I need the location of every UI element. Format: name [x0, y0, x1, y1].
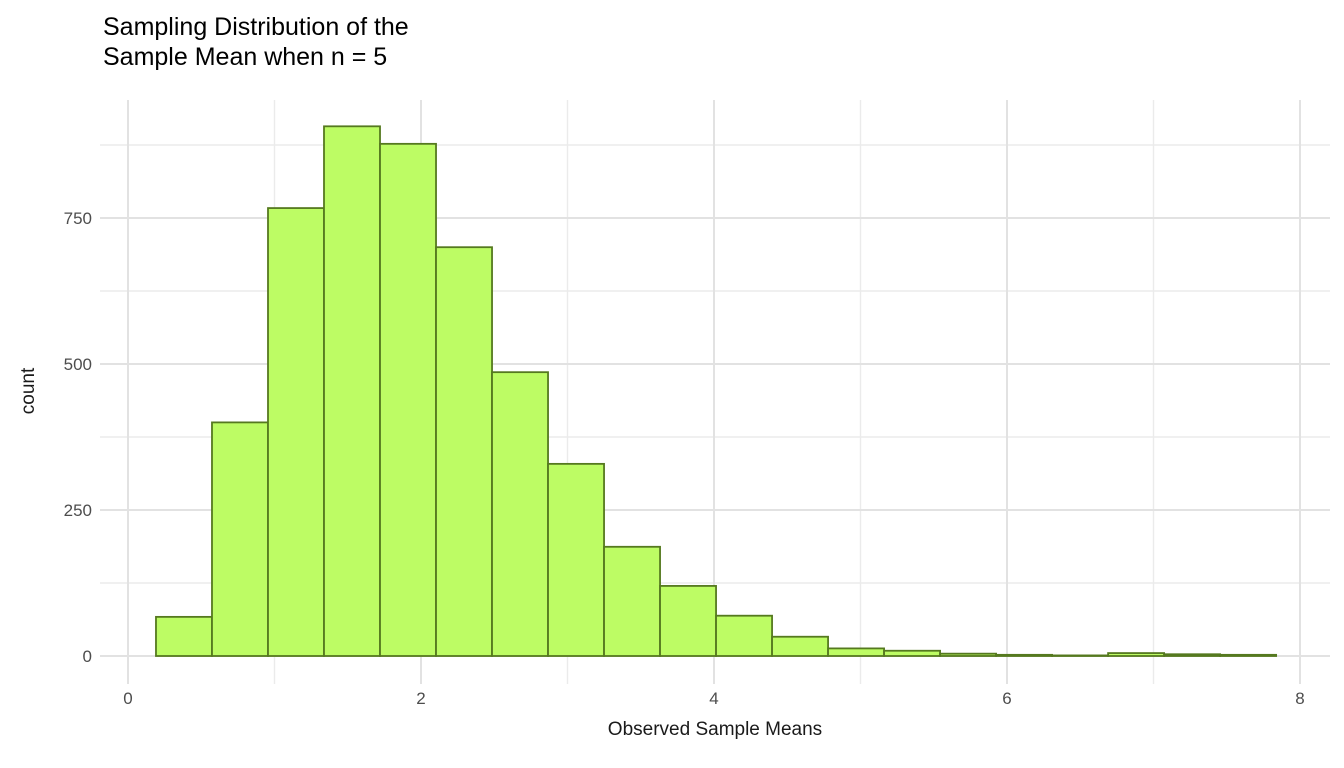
plot-title: Sampling Distribution of the Sample Mean…: [103, 13, 409, 71]
histogram-bar: [827, 647, 885, 657]
histogram-bar: [267, 207, 325, 657]
y-tick-label: 250: [63, 501, 92, 520]
histogram-bar: [323, 125, 381, 657]
y-axis-title: count: [18, 367, 39, 415]
histogram-bar: [1163, 653, 1222, 657]
x-tick-label: 0: [123, 689, 133, 708]
histogram-bar: [211, 421, 269, 657]
y-tick-label: 500: [63, 355, 92, 374]
histogram-bar: [1051, 654, 1110, 657]
x-tick-label: 6: [1002, 689, 1012, 708]
histogram-bar: [715, 614, 773, 657]
histogram-bar: [1107, 652, 1166, 657]
histogram-bar: [883, 649, 941, 657]
histogram-bar: [547, 462, 605, 657]
histogram-bar: [379, 142, 437, 657]
histogram-bar: [603, 545, 661, 657]
histogram-bar: [939, 652, 997, 657]
y-tick-label: 0: [82, 647, 92, 666]
histogram-bar: [435, 246, 493, 657]
x-tick-label: 8: [1295, 689, 1305, 708]
histogram-bar: [995, 653, 1054, 657]
x-axis-title: Observed Sample Means: [607, 719, 823, 740]
histogram-bar: [659, 585, 717, 657]
histogram-bar: [1219, 653, 1278, 657]
histogram-bar: [771, 635, 829, 657]
plot-panel: [100, 100, 1330, 684]
x-tick-label: 2: [416, 689, 426, 708]
histogram-bar: [491, 371, 549, 657]
histogram-bar: [155, 615, 213, 657]
x-tick-label: 4: [709, 689, 719, 708]
y-tick-label: 750: [63, 209, 92, 228]
